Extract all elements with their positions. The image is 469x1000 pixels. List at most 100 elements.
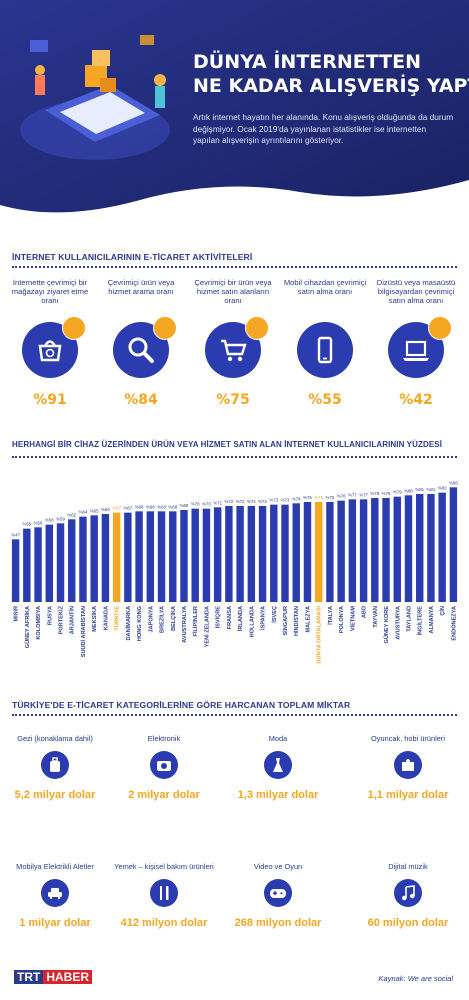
category-fashion: Moda 1,3 milyar dolar: [228, 722, 328, 801]
category-label: BREZİLYA: [159, 606, 166, 633]
category-label: Moda: [268, 734, 288, 744]
activity-store-visit: İnternette çevrimiçi bir mağazayı ziyare…: [6, 278, 94, 408]
categories-title: TÜRKİYE'DE E-TİCARET KATEGORİLERİNE GÖRE…: [12, 700, 351, 710]
smartphone-icon: [297, 322, 353, 378]
activity-label: İnternette çevrimiçi bir mağazayı ziyare…: [11, 278, 89, 305]
bar-36: [416, 494, 424, 602]
activities-title: İNTERNET KULLANICILARININ E-TİCARET AKTİ…: [12, 252, 253, 262]
category-label: MISIR: [14, 606, 20, 622]
activity-value: %75: [216, 392, 250, 408]
bar-6: [79, 516, 87, 602]
bar-value-label: %67: [123, 506, 132, 511]
bar-value-label: %55: [22, 522, 31, 527]
bar-value-label: %70: [202, 502, 211, 507]
bar-value-label: %78: [382, 491, 391, 496]
bar-9: [112, 512, 121, 602]
bar-value-label: %47: [11, 532, 20, 537]
bar-12: [146, 511, 155, 602]
bar-13: [157, 511, 166, 602]
hero-background: [0, 0, 469, 213]
bar-value-label: %65: [90, 508, 99, 513]
bar-2: [34, 527, 42, 602]
bar-value-label: %76: [337, 494, 346, 499]
bar-value-label: %58: [45, 518, 54, 523]
bar-value-label: %72: [258, 499, 267, 504]
bar-value-label: %73: [281, 498, 290, 503]
divider: [12, 456, 457, 460]
category-label: GÜNEY AFRİKA: [24, 606, 31, 648]
bar-22: [258, 506, 267, 602]
category-label: DANİMARKA: [125, 606, 132, 641]
category-label: TÜRKİYE: [114, 606, 121, 631]
category-toys: Oyuncak, hobi ürünleri 1,1 milyar dolar: [358, 722, 458, 801]
bar-21: [247, 506, 256, 602]
category-label: VİETNAM: [349, 606, 356, 632]
bar-32: [371, 498, 379, 602]
bar-value-label: %68: [168, 504, 177, 509]
activity-search: Çevrimiçi ürün veya hizmet arama oranı %…: [97, 278, 185, 408]
title-line-1: DÜNYA İNTERNETTEN: [193, 51, 422, 73]
globe-icon: [62, 316, 86, 340]
category-label: MALEZYA: [305, 606, 311, 633]
bar-29: [337, 500, 345, 602]
category-value: 268 milyon dolar: [234, 917, 322, 929]
bar-value-label: %75: [303, 495, 312, 500]
category-furniture: Mobilya Elektrikli Aletler 1 milyar dola…: [5, 850, 105, 929]
bar-value-label: %71: [213, 500, 222, 505]
bar-34: [393, 496, 401, 602]
magnifier-icon: [113, 316, 177, 378]
trt-haber-logo: TRT HABER: [14, 970, 92, 984]
bar-23: [270, 504, 278, 602]
category-label: DÜNYA ORTALAMASI: [316, 606, 323, 664]
source-note: Kaynak: We are social: [378, 974, 453, 983]
bar-33: [382, 498, 390, 602]
bar-value-label: %56: [34, 520, 43, 525]
category-label: JAPONYA: [148, 606, 154, 633]
bar-value-label: %78: [370, 491, 379, 496]
bar-18: [213, 507, 222, 602]
bar-value-label: %75: [326, 495, 335, 500]
bar-8: [101, 514, 110, 602]
divider: [12, 266, 457, 270]
bar-39: [449, 487, 458, 602]
bar-31: [359, 499, 368, 602]
activity-desktop: Dizüstü veya masaüstü bilgisayardan çevr…: [372, 278, 460, 408]
bar-25: [292, 503, 300, 602]
category-value: 1,1 milyar dolar: [367, 789, 449, 801]
category-label: ÇİN: [439, 606, 446, 616]
category-food: Yemek – kişisel bakım ürünleri 412 milyo…: [114, 850, 214, 929]
bar-26: [303, 502, 312, 602]
bar-value-label: %68: [157, 504, 166, 509]
category-label: İSVEÇ: [271, 606, 278, 623]
bar-24: [281, 504, 289, 602]
page-title: DÜNYA İNTERNETTEN NE KADAR ALIŞVERİŞ YAP…: [193, 50, 469, 98]
logo-haber: HABER: [43, 970, 92, 984]
bar-value-label: %72: [236, 499, 245, 504]
bar-value-label: %66: [101, 507, 110, 512]
category-value: 1 milyar dolar: [19, 917, 91, 929]
dress-icon: [264, 751, 292, 779]
category-electronics: Elektronik 2 milyar dolar: [114, 722, 214, 801]
bar-28: [326, 502, 334, 602]
shopping-illustration: [20, 35, 170, 160]
bar-value-label: %77: [348, 492, 357, 497]
category-value: 1,3 milyar dolar: [237, 789, 319, 801]
category-label: FRANSA: [227, 606, 233, 629]
category-music: Dijital müzik 60 milyon dolar: [358, 850, 458, 929]
activity-label: Çevrimiçi bir ürün veya hizmet satın ala…: [194, 278, 272, 305]
bar-11: [135, 511, 143, 602]
bar-value-label: %75: [314, 495, 323, 500]
category-label: FİLİPİNLER: [192, 606, 199, 636]
bar-0: [11, 539, 20, 602]
bar-value-label: %82: [438, 486, 447, 491]
bar-value-label: %59: [56, 516, 65, 521]
category-label: HİNDİSTAN: [293, 606, 300, 636]
category-label: HOLLANDA: [249, 606, 255, 637]
activity-label: Dizüstü veya masaüstü bilgisayardan çevr…: [376, 278, 456, 305]
bar-value-label: %69: [180, 503, 189, 508]
gamepad-icon: [264, 879, 292, 907]
puzzle-icon: [394, 751, 422, 779]
category-label: ABD: [362, 606, 368, 618]
bar-20: [236, 506, 244, 602]
category-label: ENDONEZYA: [451, 606, 457, 641]
